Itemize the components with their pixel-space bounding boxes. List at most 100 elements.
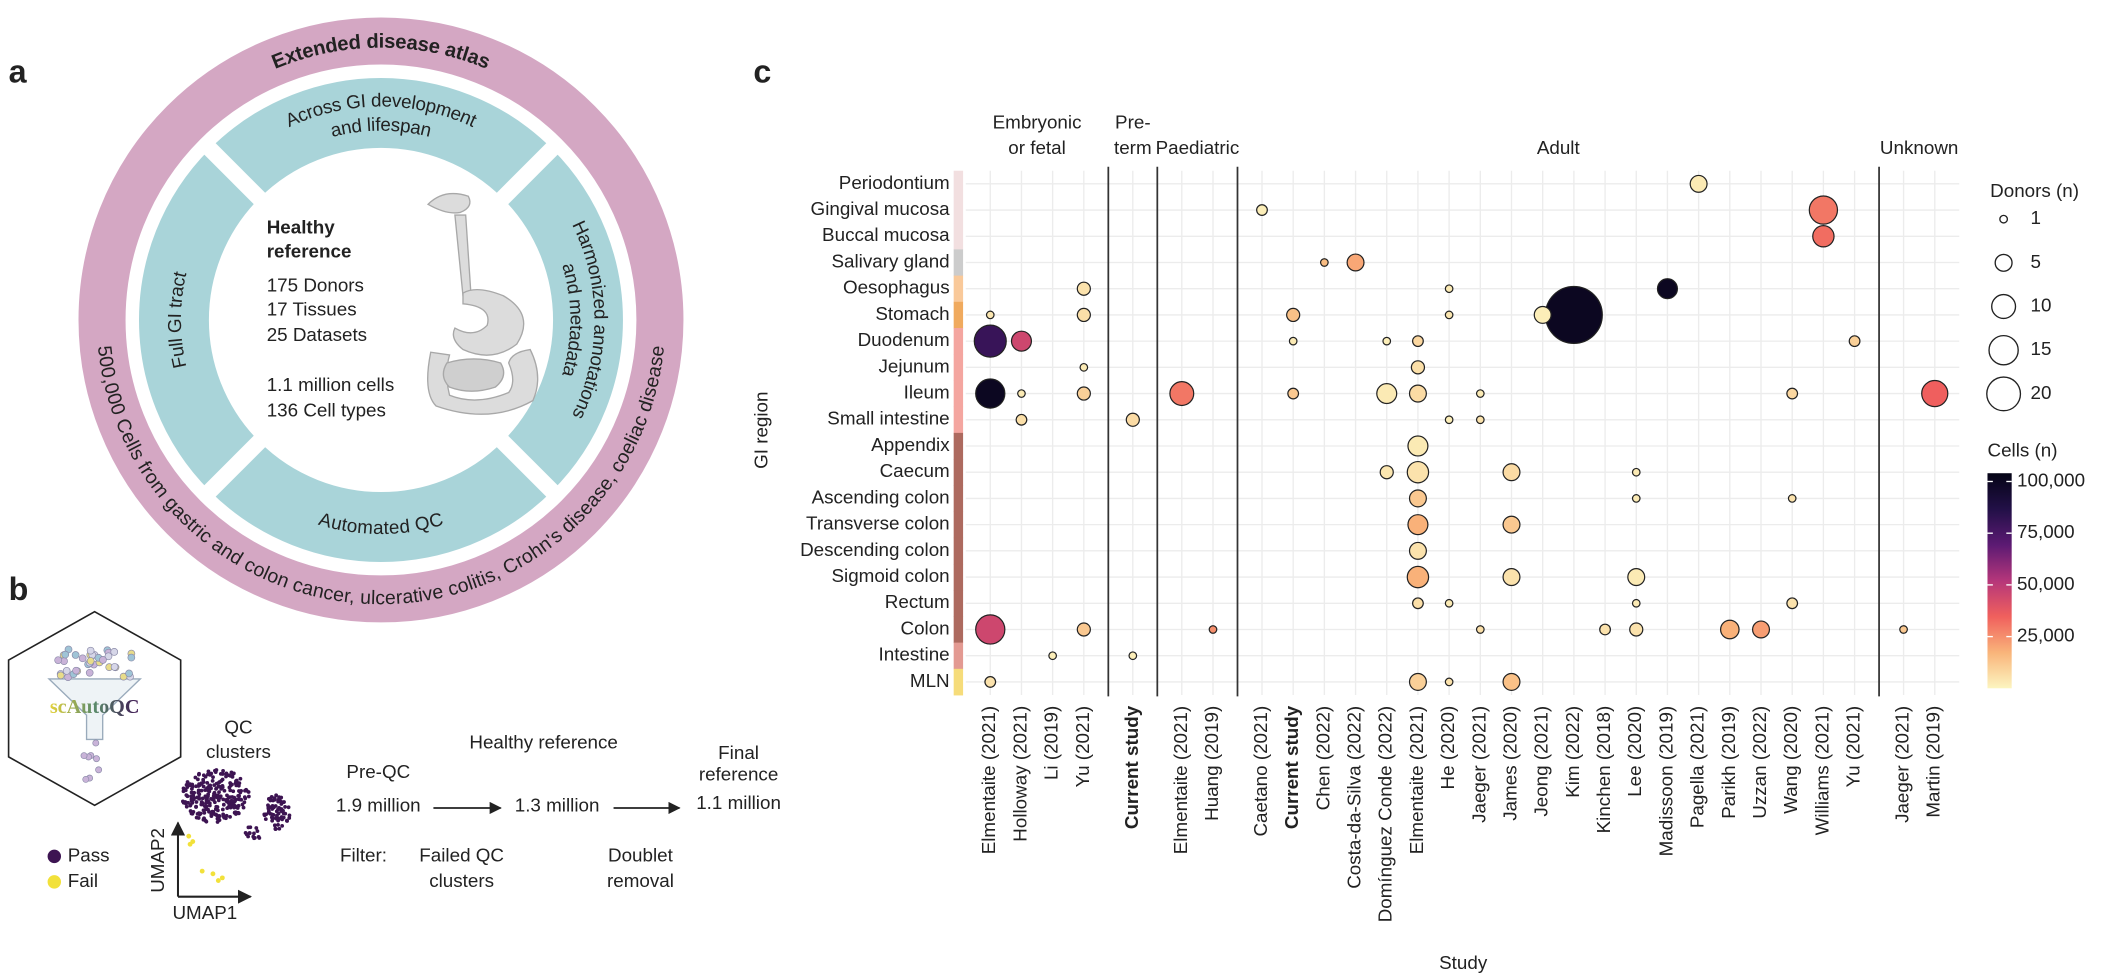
umap-dot xyxy=(221,768,225,773)
umap-dot xyxy=(256,835,261,839)
center-title: Healthy xyxy=(267,217,335,238)
size-legend-circle xyxy=(1999,214,2009,224)
umap-dot xyxy=(214,804,219,809)
umap-dot xyxy=(218,771,223,776)
x-tick-label: He (2020) xyxy=(1437,706,1458,790)
umap-dot xyxy=(212,800,217,805)
umap-dot xyxy=(209,797,213,801)
logo-dot xyxy=(92,739,100,747)
logo-dot xyxy=(54,656,62,665)
x-tick-label: Yu (2021) xyxy=(1072,706,1093,788)
umap-dot xyxy=(204,819,209,824)
umap-dot xyxy=(181,786,186,791)
legend-swatch xyxy=(47,875,62,889)
bubble xyxy=(1502,515,1521,534)
bubble xyxy=(1015,413,1028,426)
umap-dot xyxy=(214,812,218,817)
umap-dot xyxy=(209,786,213,791)
umap-dot xyxy=(194,800,199,804)
y-tick-label: Oesophagus xyxy=(843,277,950,298)
region-strip xyxy=(953,432,964,460)
ring-gaps xyxy=(199,138,563,502)
region-strip xyxy=(953,590,964,617)
bubble xyxy=(1786,597,1799,610)
umap-dot xyxy=(266,806,271,811)
x-tick-label: Kim (2022) xyxy=(1562,706,1583,798)
y-tick-label: Buccal mucosa xyxy=(822,224,950,245)
y-tick-label: Ascending colon xyxy=(812,486,950,507)
x-tick-label: Domínguez Conde (2022) xyxy=(1375,706,1396,922)
region-strip xyxy=(953,301,964,329)
umap-dot xyxy=(277,826,282,831)
umap-dot xyxy=(274,793,279,798)
outer-ring xyxy=(78,17,684,623)
umap-dot xyxy=(210,809,215,814)
size-legend-circle xyxy=(1994,253,2013,272)
x-tick-label: Pagella (2021) xyxy=(1687,706,1708,828)
bubble xyxy=(1412,335,1424,348)
logo-dot xyxy=(80,752,88,760)
bubble xyxy=(975,378,1006,409)
step-count: 1.1 million xyxy=(696,792,781,813)
logo-dot xyxy=(56,671,65,680)
umap-dot xyxy=(206,807,210,812)
y-tick-label: Ileum xyxy=(904,382,950,403)
x-tick-label: Elmentaite (2021) xyxy=(978,706,999,855)
x-tick-label: Wang (2020) xyxy=(1780,706,1801,814)
umap-dot xyxy=(238,776,243,781)
region-strip xyxy=(953,485,964,512)
gi-tract-drawing xyxy=(426,192,539,415)
color-tick-label: 50,000 xyxy=(2017,573,2075,594)
umap-dot xyxy=(225,793,229,798)
umap-dot xyxy=(243,796,248,801)
x-tick-label: Holloway (2021) xyxy=(1009,706,1030,842)
umap-dot xyxy=(241,805,246,810)
x-tick-label: Caetano (2021) xyxy=(1250,706,1271,837)
umap-dot xyxy=(210,778,215,783)
bubble xyxy=(1410,360,1426,375)
umap-dot xyxy=(234,783,239,788)
region-strip xyxy=(953,223,964,250)
x-tick-label: Martin (2019) xyxy=(1923,706,1944,818)
region-strip xyxy=(953,170,964,198)
y-tick-label: Descending colon xyxy=(800,539,950,560)
bubble xyxy=(1406,565,1430,589)
inner-ring xyxy=(138,77,623,562)
bubble xyxy=(985,310,995,320)
umap-dot xyxy=(200,796,205,801)
umap-dot xyxy=(221,802,226,807)
bubble xyxy=(1010,330,1033,352)
y-tick-label: Sigmoid colon xyxy=(831,565,949,586)
bubble xyxy=(1502,672,1521,691)
umap-title: QC xyxy=(224,717,252,738)
region-strip xyxy=(953,196,964,224)
umap-dot xyxy=(228,781,233,785)
bubble xyxy=(1286,307,1301,323)
bubble xyxy=(1407,435,1429,457)
umap-dot xyxy=(232,798,237,803)
step-label: Final xyxy=(718,742,759,763)
logo-dots xyxy=(54,645,136,783)
center-stat: 1.1 million cells xyxy=(267,374,395,395)
bubble xyxy=(973,324,1007,358)
step-label: Healthy reference xyxy=(469,731,618,752)
x-tick-label: Williams (2021) xyxy=(1811,706,1832,836)
umap-dot xyxy=(190,839,196,844)
logo-dot xyxy=(82,775,90,783)
group-label: term xyxy=(1114,137,1152,158)
umap-dot xyxy=(247,831,252,836)
umap-dot xyxy=(255,829,260,833)
umap-dot xyxy=(194,804,198,809)
x-tick-label: Kinchen (2018) xyxy=(1593,706,1614,834)
umap-dot xyxy=(275,813,279,818)
umap-dot xyxy=(272,796,277,800)
umap-dot xyxy=(246,825,251,830)
y-tick-label: Transverse colon xyxy=(806,513,950,534)
bubble xyxy=(1048,651,1058,661)
x-tick-label: Elmentaite (2021) xyxy=(1170,706,1191,855)
umap-dot xyxy=(206,792,211,797)
umap-dot xyxy=(199,788,204,793)
umap-dot xyxy=(287,816,292,820)
step-label: Pre-QC xyxy=(346,761,410,782)
